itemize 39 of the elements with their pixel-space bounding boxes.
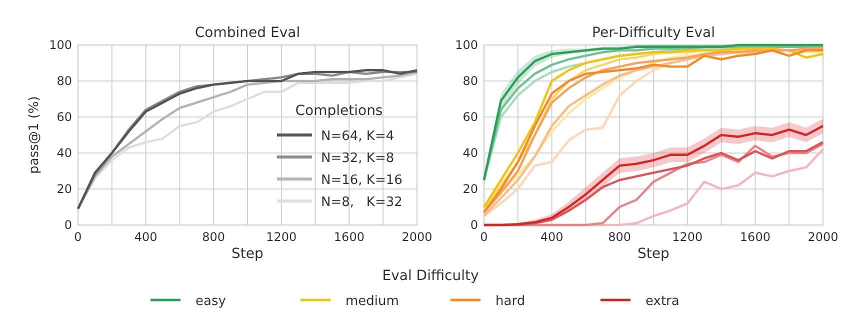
- x-tick-label: 400: [540, 230, 564, 244]
- x-tick-label: 400: [134, 230, 158, 244]
- x-tick-label: 1600: [740, 230, 770, 244]
- x-axis-title: Step: [232, 246, 264, 262]
- legend-label: medium: [346, 294, 399, 309]
- x-tick-label: 1200: [266, 230, 297, 244]
- x-tick-label: 800: [608, 230, 632, 244]
- y-tick-label: 80: [462, 74, 478, 88]
- legend-label: N=8, K=32: [321, 195, 402, 210]
- legend-label: N=32, K=8: [321, 151, 394, 166]
- y-tick-label: 20: [462, 182, 478, 196]
- legend-label: extra: [646, 294, 680, 309]
- x-tick-label: 2000: [402, 230, 432, 244]
- x-axis-title: Step: [638, 246, 670, 262]
- x-tick-label: 1200: [672, 230, 703, 244]
- y-tick-label: 80: [56, 74, 72, 88]
- x-tick-label: 2000: [808, 230, 838, 244]
- y-tick-label: 60: [462, 110, 478, 124]
- y-tick-label: 100: [49, 38, 72, 52]
- x-tick-label: 0: [480, 230, 488, 244]
- y-tick-label: 20: [56, 182, 72, 196]
- legend-title: Completions: [295, 103, 383, 119]
- legend-title: Eval Difficulty: [382, 268, 479, 284]
- chart-title: Combined Eval: [194, 25, 300, 41]
- legend-label: N=16, K=16: [321, 173, 402, 188]
- y-tick-label: 40: [56, 146, 72, 160]
- x-tick-label: 800: [202, 230, 226, 244]
- y-tick-label: 100: [455, 38, 478, 52]
- x-tick-label: 0: [74, 230, 82, 244]
- y-tick-label: 0: [64, 218, 72, 232]
- y-tick-label: 0: [470, 218, 478, 232]
- legend-label: easy: [196, 294, 226, 309]
- legend-label: N=64, K=4: [321, 129, 394, 144]
- y-tick-label: 60: [56, 110, 72, 124]
- x-tick-label: 1600: [334, 230, 364, 244]
- y-axis-title: pass@1 (%): [27, 96, 42, 174]
- chart-title: Per-Difficulty Eval: [592, 25, 715, 41]
- y-tick-label: 40: [462, 146, 478, 160]
- legend-label: hard: [496, 294, 526, 309]
